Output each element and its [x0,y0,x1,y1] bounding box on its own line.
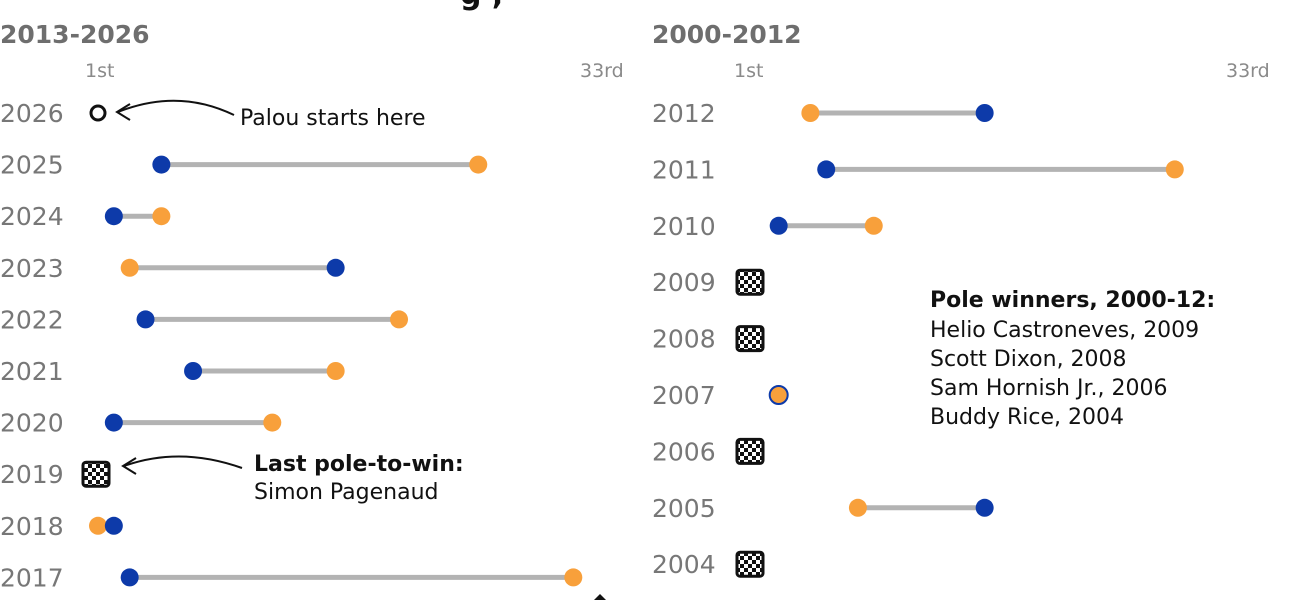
orange-dot [1165,160,1184,179]
year-label: 2024 [0,202,64,231]
blue-dot [184,362,203,380]
arrow-head [115,103,131,121]
year-label: 2010 [652,212,716,241]
year-label: 2005 [652,494,716,523]
checkered-flag-icon [735,325,765,353]
annotation-arrow [123,455,243,469]
blue-dot [120,568,139,587]
annotation-palou: Palou starts here [115,99,426,131]
orange-dot [263,413,282,432]
checkered-flag-icon [81,460,111,488]
annotation-text: Simon Pagenaud [254,480,439,505]
annotation-last-pole-to-win: Last pole-to-win: Simon Pagenaud [121,452,464,505]
orange-dot [89,516,107,535]
annotation-title: Last pole-to-win: [254,452,464,477]
year-label: 2006 [652,437,716,466]
year-label: 2020 [0,409,64,438]
orange-dot [390,310,409,329]
arrow-head [121,457,137,475]
year-label: 2011 [652,155,716,184]
blue-dot [769,216,788,235]
year-label: 2017 [0,563,64,592]
blue-dot [136,310,155,329]
year-label: 2019 [0,460,64,489]
panel-title: 2000-2012 [652,20,802,49]
year-label: 2026 [0,99,64,128]
note-line: Sam Hornish Jr., 2006 [930,376,1167,401]
year-label: 2008 [652,325,716,354]
blue-dot [104,516,123,535]
blue-dot [326,258,345,277]
scale-start-label: 1st [85,60,114,82]
blue-dot [817,160,836,179]
blue-dot [104,413,123,432]
annotation-text: Palou starts here [240,106,426,131]
year-label: 2007 [652,381,716,410]
orange-dot [326,362,345,380]
orange-dot [152,207,171,226]
orange-dot [864,216,883,235]
same-position-dot [768,385,789,405]
orange-dot [120,258,139,277]
blue-dot [152,155,171,174]
blue-dot [975,498,994,517]
note-line: Buddy Rice, 2004 [930,405,1124,430]
blue-dot [975,104,994,122]
scale-start-label: 1st [734,60,763,82]
blue-dot [104,207,123,226]
rows-2013-2026: 2026 2025 2024 2023 2022 2021 2020 2019 2018 2017 [0,99,583,592]
checkered-flag-icon [735,268,765,296]
start-position-marker [89,104,107,122]
orange-dot [848,498,867,517]
annotation-arrow [117,99,235,116]
orange-dot [564,568,583,587]
note-line: Scott Dixon, 2008 [930,347,1127,372]
year-label: 2025 [0,151,64,180]
cut-off-marker [594,594,606,600]
year-label: 2004 [652,550,716,579]
panel-2000-2012: 2000-2012 1st 33rd 201220112010200920082… [652,20,1270,579]
scale-end-label: 33rd [1226,60,1270,82]
year-label: 2009 [652,268,716,297]
orange-dot [469,155,488,174]
panel-2013-2026: 2013-2026 1st 33rd 202620252024202320222… [0,20,624,600]
year-label: 2023 [0,254,64,283]
year-label: 2018 [0,512,64,541]
header-partial-text: g , [460,0,503,12]
year-label: 2022 [0,305,64,334]
note-title: Pole winners, 2000-12: [930,288,1215,313]
pole-winners-note: Pole winners, 2000-12: Helio Castroneves… [930,288,1215,430]
checkered-flag-icon [735,550,765,578]
scale-end-label: 33rd [580,60,624,82]
year-label: 2012 [652,99,716,128]
orange-dot [801,104,820,122]
note-line: Helio Castroneves, 2009 [930,318,1199,343]
year-label: 2021 [0,357,64,386]
checkered-flag-icon [735,437,765,465]
panel-title: 2013-2026 [0,20,150,49]
rows-2000-2012: 2012 2011 2010 2009 2008 2007 2006 2005 2004 [652,99,1184,579]
